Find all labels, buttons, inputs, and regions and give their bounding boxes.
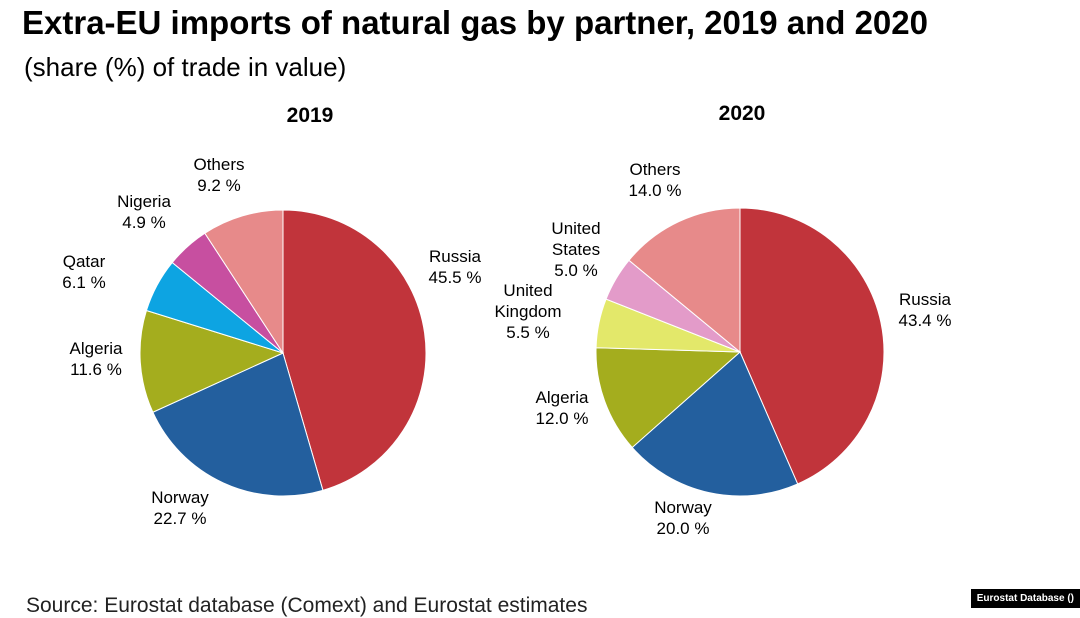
pie-2019-label-qatar: Qatar 6.1 % (62, 252, 105, 292)
pie-2019-label-norway: Norway 22.7 % (151, 488, 209, 528)
source-note: Source: Eurostat database (Comext) and E… (26, 594, 588, 617)
pie-2019-label-nigeria: Nigeria 4.9 % (117, 192, 171, 232)
pie-2020-label-algeria: Algeria 12.0 % (536, 388, 589, 428)
pie-2020-slice-norway (631, 351, 799, 497)
pie-2019-slice-others (204, 209, 284, 355)
pie-2019-label-others: Others 9.2 % (193, 155, 244, 195)
pie-2020-label-norway: Norway 20.0 % (654, 498, 712, 538)
image-credit: Eurostat Database () (970, 589, 1080, 608)
pie-2019-slice-algeria (139, 309, 285, 413)
pie-2020-slice-algeria (595, 347, 742, 449)
chart-subtitle: (share (%) of trade in value) (24, 52, 347, 82)
pie-2020-label-united-kingdom: United Kingdom 5.5 % (494, 281, 561, 342)
pie-2019-slice-russia (282, 209, 427, 491)
pie-2019-label-russia: Russia 45.5 % (429, 247, 482, 287)
pie-2019-label-algeria: Algeria 11.6 % (70, 339, 123, 379)
pie-2020-label-others: Others 14.0 % (629, 160, 682, 200)
pie-2020-label-united-states: United States 5.0 % (551, 219, 600, 280)
chart-title: Extra-EU imports of natural gas by partn… (22, 4, 928, 41)
pie-2019-slice-norway (152, 352, 324, 497)
pie-2020-label-russia: Russia 43.4 % (899, 290, 952, 330)
pie-2020-slice-russia (739, 207, 885, 485)
pie-2020-slice-others (628, 207, 741, 354)
pie-2020-title: 2020 (719, 102, 766, 125)
pie-2019-title: 2019 (287, 104, 334, 127)
